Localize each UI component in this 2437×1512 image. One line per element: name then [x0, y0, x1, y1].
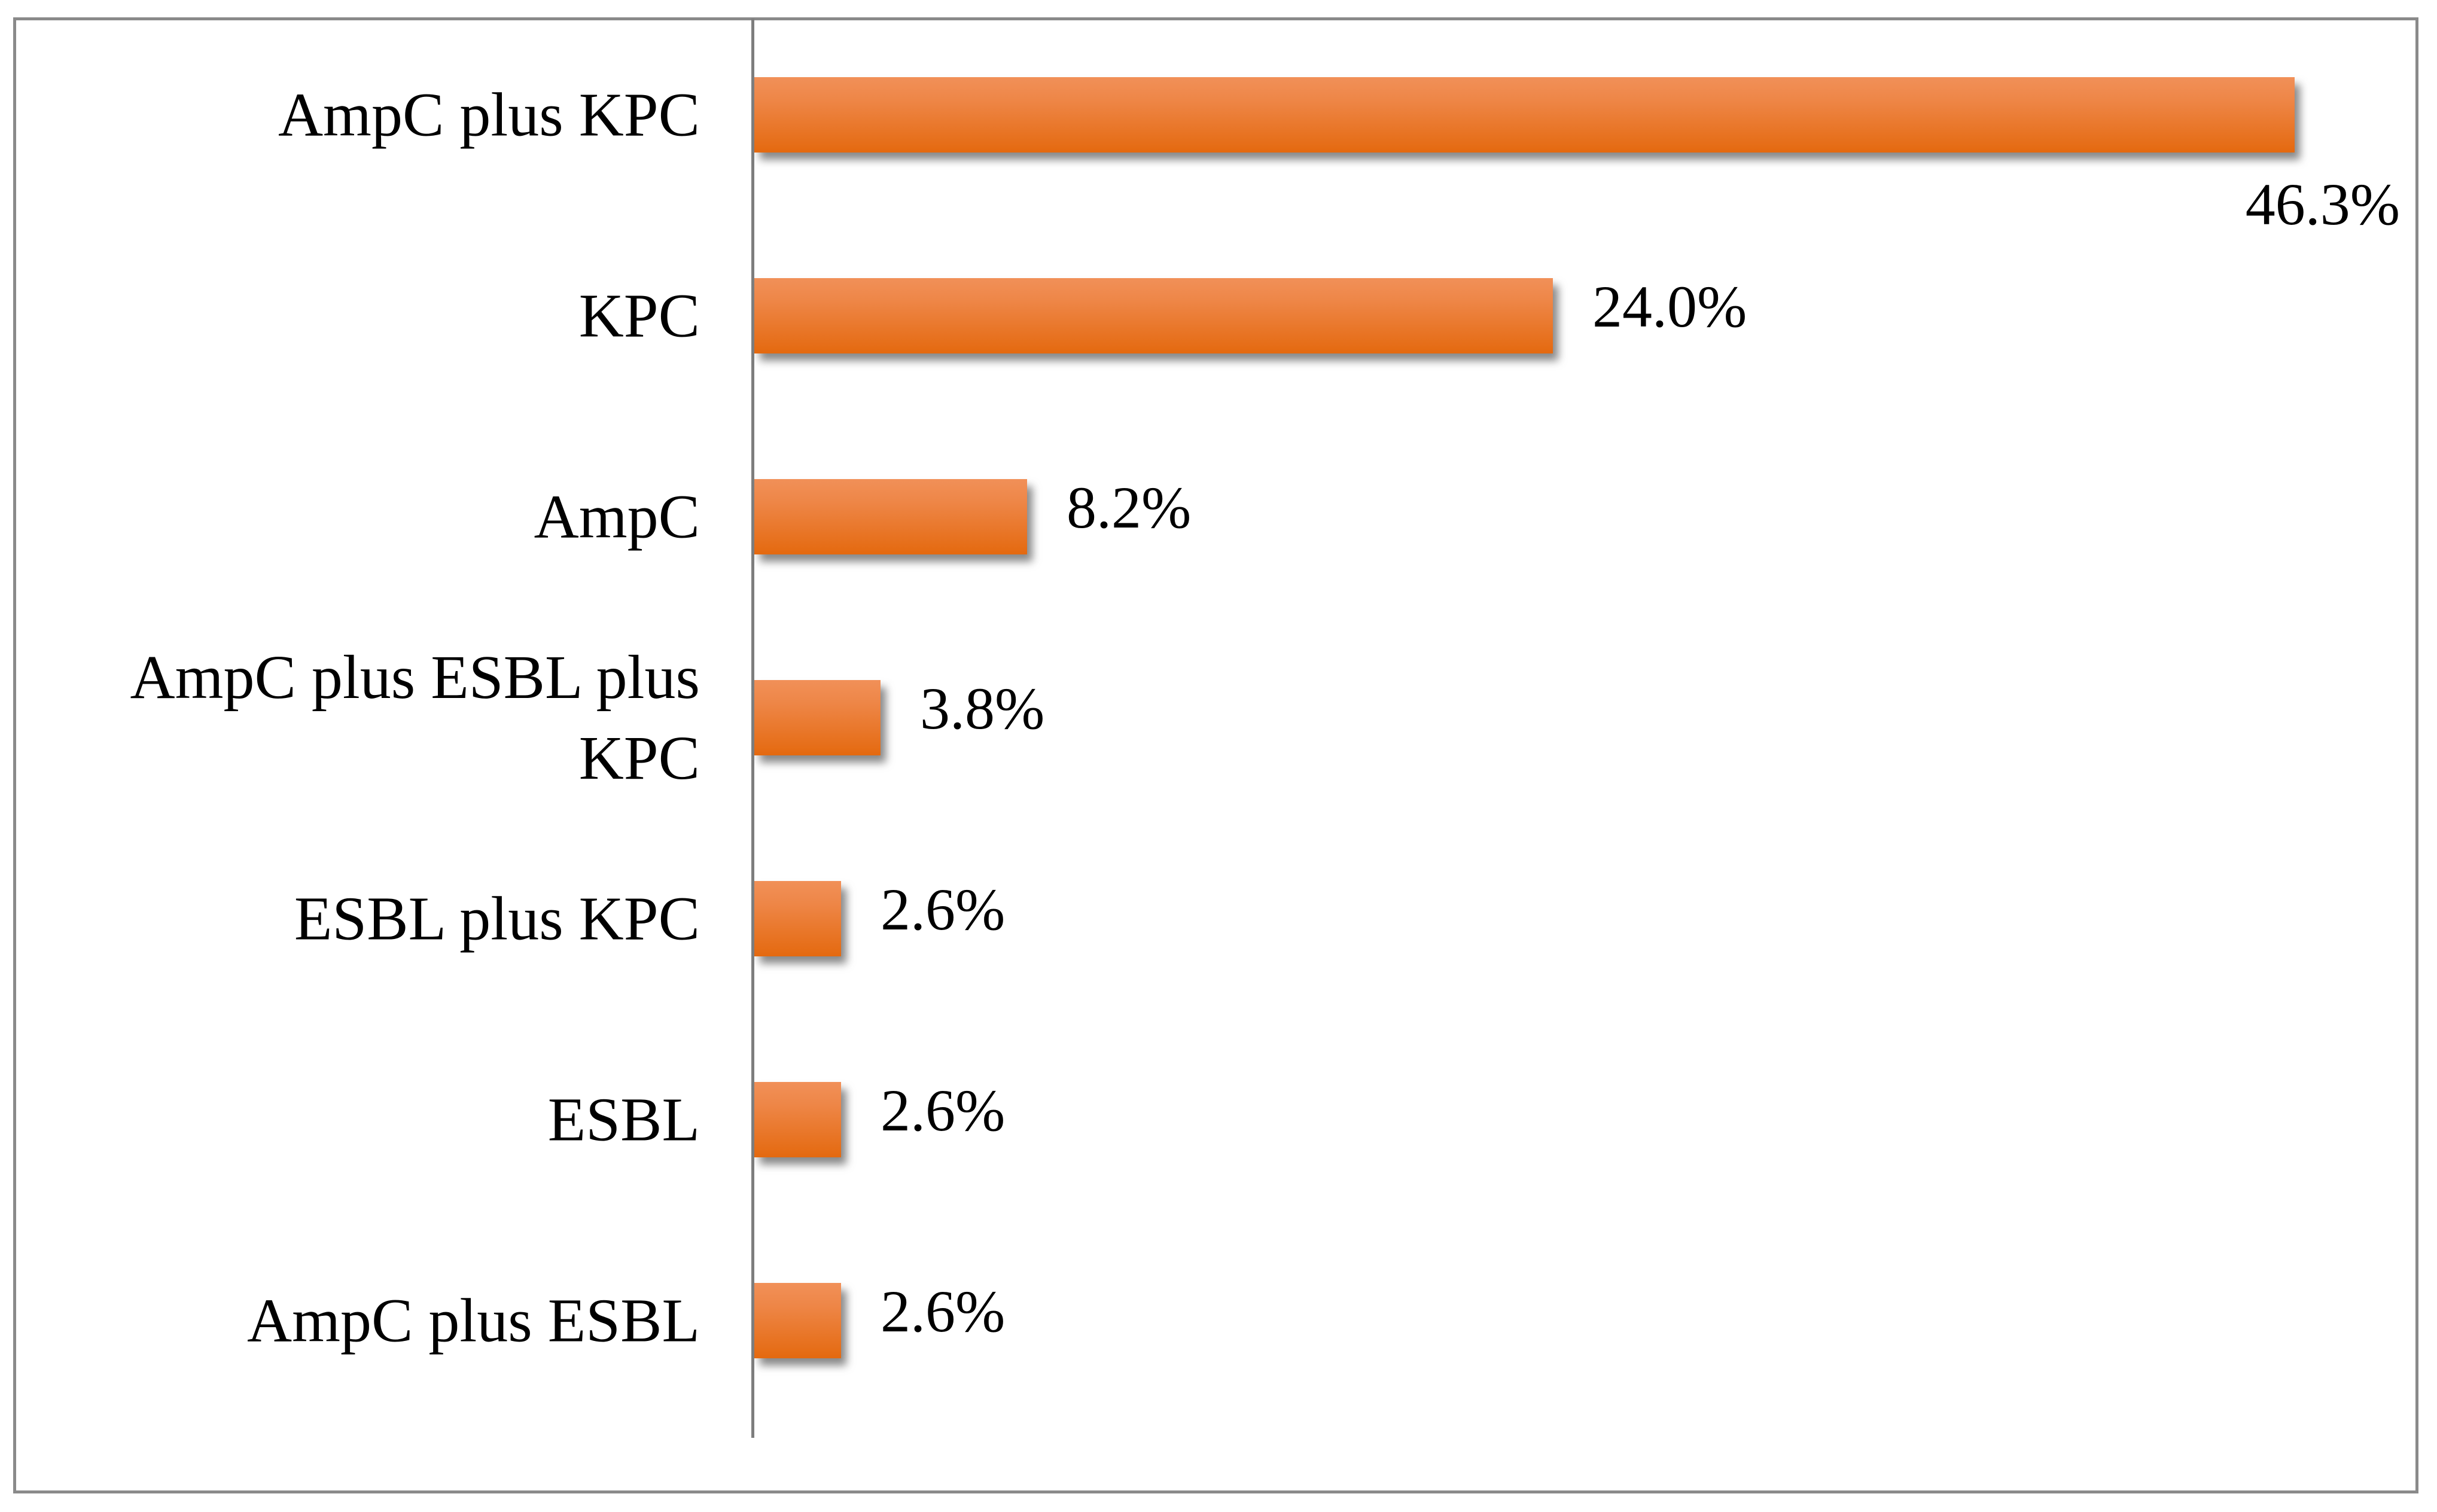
value-label: 46.3% — [2245, 171, 2400, 237]
bar — [754, 278, 1553, 353]
category-label: AmpC — [534, 482, 700, 551]
category-label: ESBL plus KPC — [294, 884, 700, 953]
value-label: 2.6% — [881, 1077, 1006, 1144]
value-label: 2.6% — [881, 1278, 1006, 1345]
y-axis-line — [751, 19, 754, 1438]
value-label: 2.6% — [881, 876, 1006, 943]
category-label: ESBL — [547, 1085, 700, 1154]
bar — [754, 77, 2295, 153]
bar — [754, 479, 1027, 554]
value-label: 24.0% — [1592, 273, 1747, 340]
value-label: 8.2% — [1067, 474, 1192, 541]
category-label: AmpC plus KPC — [278, 80, 700, 150]
bar — [754, 881, 841, 956]
value-label: 3.8% — [920, 675, 1045, 742]
bar — [754, 680, 881, 755]
category-label: AmpC plus ESBL plus KPC — [130, 642, 700, 792]
bar — [754, 1082, 841, 1157]
category-label: AmpC plus ESBL — [247, 1286, 700, 1355]
chart-border — [13, 17, 2418, 1493]
category-label: KPC — [578, 281, 700, 350]
bar — [754, 1283, 841, 1358]
